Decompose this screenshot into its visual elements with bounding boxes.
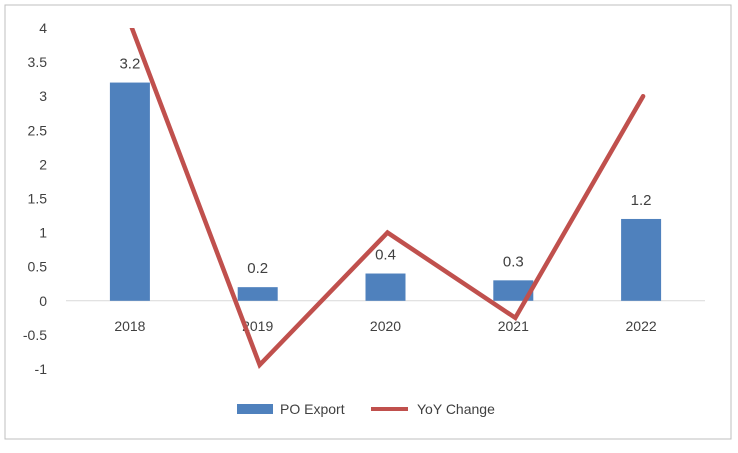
- bar-data-label: 3.2: [119, 56, 140, 73]
- bar-data-label: 0.2: [247, 260, 268, 277]
- legend-label-po-export: PO Export: [280, 401, 345, 417]
- x-tick-label: 2022: [626, 318, 657, 334]
- y-tick-label: 1: [39, 225, 47, 241]
- bar-2020: [365, 273, 406, 301]
- x-tick-label: 2018: [114, 318, 145, 334]
- y-tick-label: -1: [35, 361, 48, 377]
- bar-2021: [493, 280, 534, 301]
- yoy-change-line-layer: [129, 28, 646, 370]
- y-tick-label: 3: [39, 88, 47, 104]
- x-tick-label: 2021: [498, 318, 529, 334]
- bar-data-label: 0.3: [503, 253, 524, 270]
- x-tick-label: 2019: [242, 318, 273, 334]
- y-tick-label: 1.5: [28, 191, 48, 207]
- legend: PO Export YoY Change: [237, 401, 495, 417]
- yoy-change-line: [129, 28, 646, 370]
- legend-label-yoy-change: YoY Change: [417, 401, 495, 417]
- po-export-data-labels: 3.2 0.2 0.4 0.3 1.2: [119, 56, 651, 278]
- bar-data-label: 0.4: [375, 247, 396, 264]
- y-axis-tick-labels: 4 3.5 3 2.5 2 1.5 1 0.5 0 -0.5 -1: [23, 20, 47, 377]
- po-export-bars: [109, 82, 662, 301]
- legend-swatch-po-export: [237, 404, 273, 414]
- y-tick-label: 0.5: [28, 259, 48, 275]
- y-tick-label: 3.5: [28, 54, 48, 70]
- bar-data-label: 1.2: [631, 192, 652, 209]
- y-tick-label: -0.5: [23, 327, 47, 343]
- y-tick-label: 2.5: [28, 122, 48, 138]
- x-tick-label: 2020: [370, 318, 401, 334]
- bar-2018: [109, 82, 150, 301]
- y-tick-label: 0: [39, 293, 47, 309]
- x-axis-tick-labels: 2018 2019 2020 2021 2022: [114, 318, 657, 334]
- y-tick-label: 4: [39, 20, 47, 36]
- y-tick-label: 2: [39, 156, 47, 172]
- bar-2022: [621, 218, 662, 301]
- bar-2019: [237, 287, 278, 301]
